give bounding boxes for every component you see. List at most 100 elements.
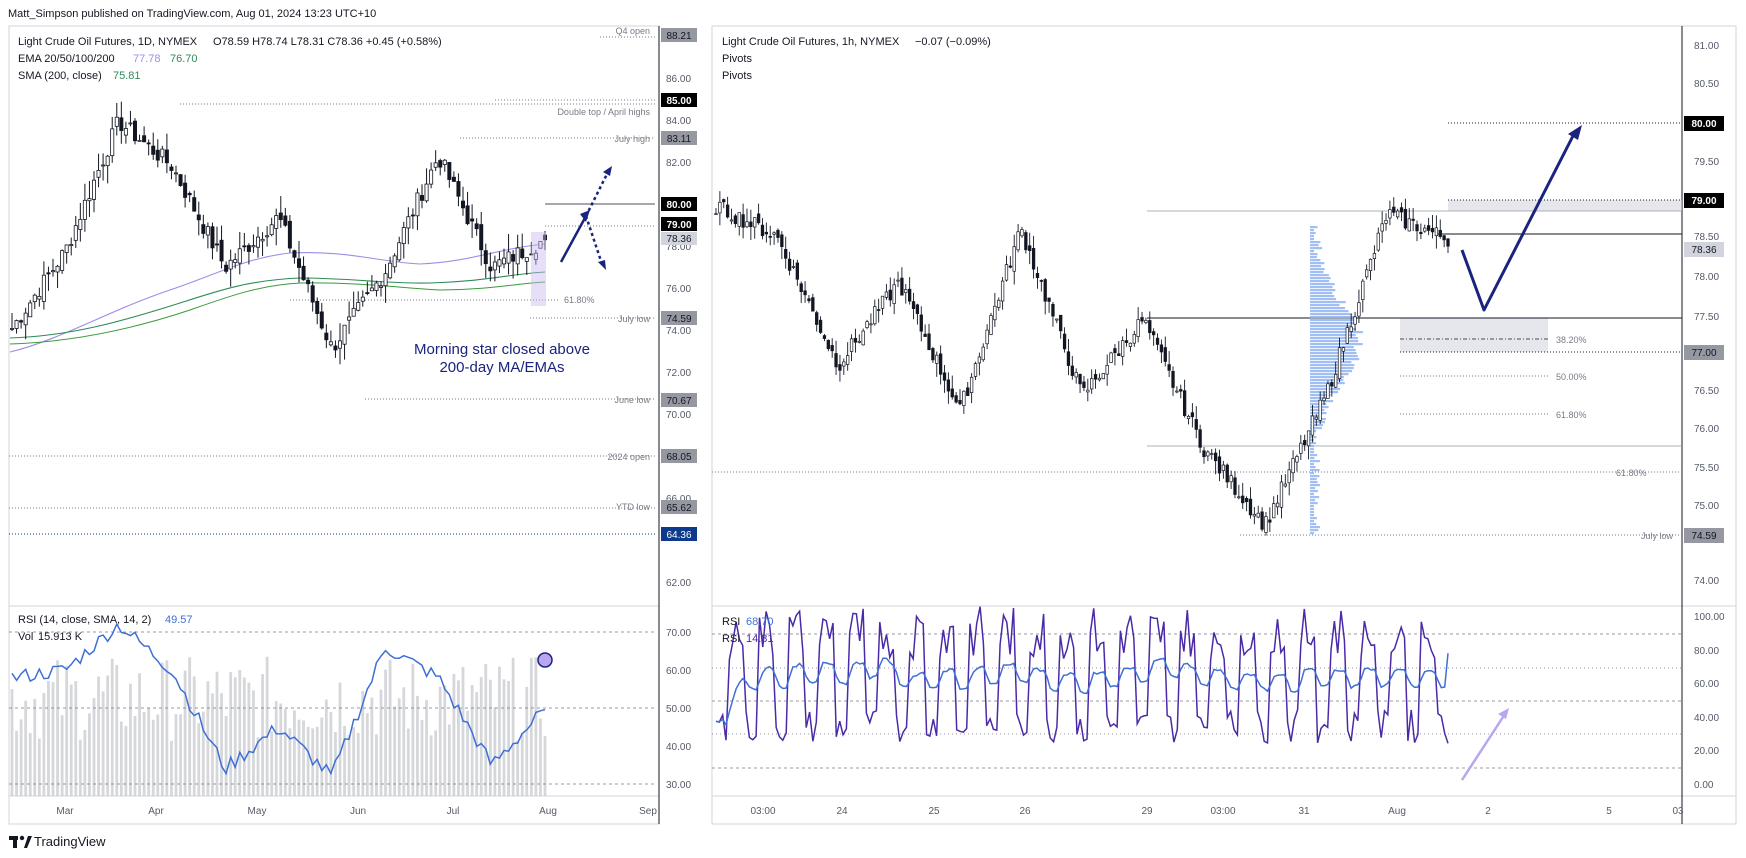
volume-profile-bar	[1310, 415, 1320, 418]
hourly-candle-body	[1365, 269, 1369, 278]
hourly-candle-body	[749, 221, 753, 228]
daily-candle-body	[32, 294, 37, 303]
hourly-candle-body	[1291, 458, 1295, 474]
volume-bar	[92, 698, 96, 796]
volume-bar	[10, 689, 14, 796]
hourly-candle-body	[1283, 483, 1287, 487]
daily-candle-body	[128, 122, 133, 125]
left-rsi-tick: 30.00	[666, 780, 691, 791]
volume-profile-bar	[1310, 499, 1316, 502]
daily-candle-body	[183, 182, 188, 198]
volume-profile-bar	[1310, 403, 1327, 406]
hourly-candle-body	[1322, 397, 1326, 401]
daily-candle-body	[19, 320, 24, 323]
left-rsi-tick: 40.00	[666, 742, 691, 753]
hourly-candle-body	[1086, 389, 1090, 393]
volume-profile-bar	[1310, 295, 1335, 298]
tag-july-high: 83.11	[667, 134, 692, 145]
left-sma-val: 75.81	[113, 70, 141, 82]
label-ytd-low: YTD low	[616, 502, 651, 512]
daily-candle-body	[28, 302, 33, 318]
volume-bar	[461, 666, 465, 796]
tag-79: 79.00	[666, 220, 691, 231]
hourly-candle-body	[1206, 451, 1210, 457]
hourly-candle-body	[1074, 372, 1078, 378]
volume-profile-bar	[1310, 487, 1316, 490]
volume-profile-bar	[1310, 526, 1320, 529]
volume-bar	[379, 689, 383, 796]
hourly-candle-body	[1260, 511, 1264, 530]
hourly-candle-body	[1252, 513, 1256, 517]
daily-candle-body	[55, 265, 60, 273]
daily-candle-body	[501, 257, 506, 265]
volume-profile-bar	[1310, 451, 1314, 454]
hourly-candle-body	[791, 266, 796, 268]
volume-profile-bar	[1310, 289, 1336, 292]
left-xtick: Jun	[350, 806, 366, 817]
daily-candle-body	[46, 272, 51, 275]
daily-candle-body	[483, 250, 488, 265]
hourly-candle-body	[1241, 495, 1245, 504]
hourly-candle-body	[1345, 327, 1349, 344]
right-xtick: 29	[1141, 806, 1153, 817]
volume-bar	[429, 735, 433, 796]
label-double-top: Double top / April highs	[557, 107, 650, 117]
volume-profile-bar	[1310, 364, 1355, 367]
volume-profile-bar	[1310, 274, 1329, 277]
hourly-candle-body	[756, 213, 761, 224]
daily-candle-body	[429, 169, 434, 185]
volume-bar	[233, 677, 237, 796]
volume-bar	[179, 714, 182, 796]
tradingview-logo[interactable]: TradingView	[9, 834, 106, 849]
hourly-candle-body	[954, 395, 958, 403]
volume-profile-bar	[1310, 511, 1314, 514]
volume-bar	[192, 676, 196, 796]
volume-profile-bar	[1310, 484, 1320, 487]
hourly-candle-body	[1159, 344, 1164, 353]
hourly-candle-body	[1353, 316, 1357, 325]
hourly-candle-body	[1357, 302, 1361, 317]
hourly-candle-body	[1326, 383, 1330, 399]
hourly-candle-body	[1415, 224, 1419, 232]
volume-bar	[539, 718, 542, 796]
volume-profile-bar	[1310, 292, 1333, 295]
left-pane: 61.80% Morning star closed above 200-day…	[8, 25, 697, 825]
volume-profile-bar	[1310, 307, 1345, 310]
volume-profile-bar	[1310, 427, 1322, 430]
daily-candle-body	[369, 287, 374, 292]
left-xtick: Aug	[539, 806, 557, 817]
volume-bar	[74, 681, 78, 796]
right-ytick: 76.50	[1694, 386, 1719, 397]
right-scenario-arrow	[1460, 125, 1582, 312]
volume-bar	[502, 679, 506, 796]
label-2024-open: 2024 open	[607, 452, 650, 462]
volume-bar	[402, 687, 406, 796]
hourly-candle-body	[1136, 319, 1140, 337]
left-xtick: Apr	[148, 806, 164, 817]
volume-profile-bar	[1310, 454, 1318, 457]
hourly-candle-body	[780, 234, 784, 247]
hourly-candle-body	[1399, 207, 1404, 213]
r-tag-july-low: 74.59	[1691, 531, 1716, 542]
hourly-candle-body	[799, 283, 803, 293]
hourly-candle-body	[1248, 498, 1253, 516]
volume-bar	[466, 710, 469, 796]
daily-candle-body	[301, 265, 306, 281]
daily-candle-body	[415, 192, 420, 217]
hourly-candle-body	[1004, 264, 1009, 281]
daily-candle-body	[205, 226, 210, 236]
volume-bar	[174, 714, 178, 796]
hourly-candle-body	[807, 298, 811, 302]
volume-bar	[197, 723, 201, 796]
volume-profile-bar	[1310, 265, 1322, 268]
volume-profile-bar	[1310, 301, 1346, 304]
hourly-candle-body	[1047, 297, 1051, 302]
right-xtick: 31	[1298, 806, 1310, 817]
hourly-candle-body	[884, 291, 889, 298]
hourly-candle-body	[1152, 331, 1156, 336]
volume-bar	[247, 682, 251, 796]
left-ytick: 82.00	[666, 158, 691, 169]
volume-profile-bar	[1310, 250, 1314, 253]
hourly-candle-body	[725, 204, 730, 218]
right-ytick: 79.50	[1694, 157, 1719, 168]
